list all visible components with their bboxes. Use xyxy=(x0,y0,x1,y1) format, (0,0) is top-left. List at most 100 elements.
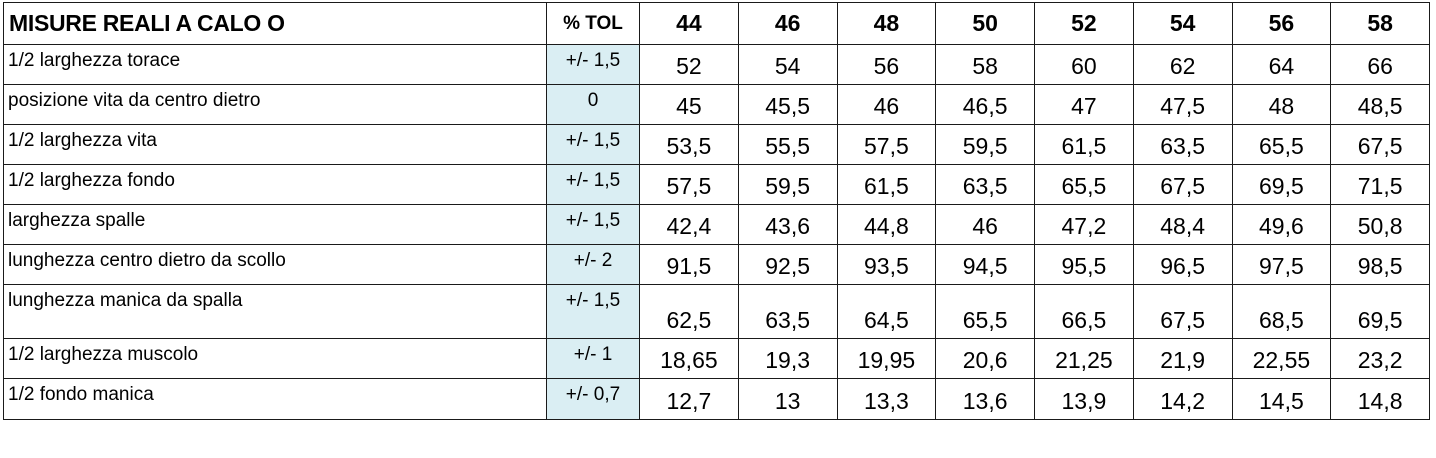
size-value-cell: 93,5 xyxy=(836,244,937,285)
size-value-cell: 58 xyxy=(935,44,1035,85)
size-value-cell: 65,5 xyxy=(1231,124,1332,165)
size-header: 56 xyxy=(1231,2,1332,45)
measurement-label: lunghezza manica da spalla xyxy=(3,284,547,339)
size-value-cell: 22,55 xyxy=(1231,338,1332,379)
tolerance-cell: +/- 1 xyxy=(546,338,640,379)
size-header: 52 xyxy=(1034,2,1134,45)
tolerance-cell: +/- 0,7 xyxy=(546,378,640,420)
measurement-label: 1/2 larghezza vita xyxy=(3,124,547,165)
size-value-cell: 64,5 xyxy=(836,284,937,339)
size-value-cell: 67,5 xyxy=(1132,164,1233,205)
size-header: 44 xyxy=(639,2,739,45)
measurement-label: lunghezza centro dietro da scollo xyxy=(3,244,547,285)
size-value-cell: 66 xyxy=(1330,44,1430,85)
tolerance-cell: 0 xyxy=(546,84,640,125)
size-header: 58 xyxy=(1330,2,1430,45)
size-value-cell: 68,5 xyxy=(1231,284,1332,339)
size-value-cell: 59,5 xyxy=(935,124,1035,165)
size-value-cell: 67,5 xyxy=(1132,284,1233,339)
tolerance-cell: +/- 2 xyxy=(546,244,640,285)
size-value-cell: 13,6 xyxy=(935,378,1035,420)
table-row: 1/2 fondo manica +/- 0,7 12,7 13 13,3 13,6 13,… xyxy=(3,378,1430,420)
size-value-cell: 61,5 xyxy=(1034,124,1134,165)
size-value-cell: 53,5 xyxy=(639,124,739,165)
size-header: 54 xyxy=(1132,2,1233,45)
size-value-cell: 59,5 xyxy=(737,164,838,205)
size-value-cell: 44,8 xyxy=(836,204,937,245)
size-value-cell: 47,5 xyxy=(1132,84,1233,125)
table-row: 1/2 larghezza muscolo +/- 1 18,65 19,3 19,95… xyxy=(3,338,1430,379)
size-value-cell: 97,5 xyxy=(1231,244,1332,285)
tolerance-cell: +/- 1,5 xyxy=(546,204,640,245)
size-value-cell: 14,5 xyxy=(1231,378,1332,420)
measurement-label: 1/2 larghezza fondo xyxy=(3,164,547,205)
size-value-cell: 91,5 xyxy=(639,244,739,285)
size-value-cell: 66,5 xyxy=(1034,284,1134,339)
size-value-cell: 46 xyxy=(836,84,937,125)
table-row: 1/2 larghezza torace +/- 1,5 52 54 56 58 60 62 6… xyxy=(3,44,1430,85)
size-value-cell: 60 xyxy=(1034,44,1134,85)
size-value-cell: 54 xyxy=(737,44,838,85)
tolerance-cell: +/- 1,5 xyxy=(546,44,640,85)
size-value-cell: 21,9 xyxy=(1132,338,1233,379)
size-header: 46 xyxy=(737,2,838,45)
table-title: MISURE REALI A CALO O xyxy=(3,2,547,45)
size-value-cell: 96,5 xyxy=(1132,244,1233,285)
measurement-label: 1/2 larghezza muscolo xyxy=(3,338,547,379)
table-header-row: MISURE REALI A CALO O % TOL 44 46 48 50 … xyxy=(3,2,1430,45)
size-value-cell: 57,5 xyxy=(836,124,937,165)
size-value-cell: 43,6 xyxy=(737,204,838,245)
size-header: 50 xyxy=(935,2,1035,45)
table-row: larghezza spalle +/- 1,5 42,4 43,6 44,8 46 47,… xyxy=(3,204,1430,245)
size-value-cell: 69,5 xyxy=(1231,164,1332,205)
table-row: 1/2 larghezza fondo +/- 1,5 57,5 59,5 61,5 63… xyxy=(3,164,1430,205)
size-value-cell: 49,6 xyxy=(1231,204,1332,245)
size-value-cell: 13 xyxy=(737,378,838,420)
size-value-cell: 45,5 xyxy=(737,84,838,125)
table-row: 1/2 larghezza vita +/- 1,5 53,5 55,5 57,5 59,… xyxy=(3,124,1430,165)
size-value-cell: 63,5 xyxy=(737,284,838,339)
measurement-label: 1/2 fondo manica xyxy=(3,378,547,420)
size-value-cell: 47,2 xyxy=(1034,204,1134,245)
tolerance-cell: +/- 1,5 xyxy=(546,164,640,205)
measurement-label: posizione vita da centro dietro xyxy=(3,84,547,125)
size-value-cell: 92,5 xyxy=(737,244,838,285)
size-value-cell: 55,5 xyxy=(737,124,838,165)
size-value-cell: 57,5 xyxy=(639,164,739,205)
size-value-cell: 95,5 xyxy=(1034,244,1134,285)
size-value-cell: 14,2 xyxy=(1132,378,1233,420)
size-value-cell: 20,6 xyxy=(935,338,1035,379)
table-row: posizione vita da centro dietro 0 45 45,5 46… xyxy=(3,84,1430,125)
size-value-cell: 46 xyxy=(935,204,1035,245)
size-value-cell: 98,5 xyxy=(1330,244,1430,285)
size-header: 48 xyxy=(836,2,937,45)
size-value-cell: 48 xyxy=(1231,84,1332,125)
tolerance-cell: +/- 1,5 xyxy=(546,284,640,339)
size-value-cell: 64 xyxy=(1231,44,1332,85)
size-value-cell: 94,5 xyxy=(935,244,1035,285)
size-value-cell: 19,3 xyxy=(737,338,838,379)
size-value-cell: 48,4 xyxy=(1132,204,1233,245)
size-value-cell: 42,4 xyxy=(639,204,739,245)
tolerance-cell: +/- 1,5 xyxy=(546,124,640,165)
size-value-cell: 12,7 xyxy=(639,378,739,420)
size-value-cell: 63,5 xyxy=(1132,124,1233,165)
size-value-cell: 62,5 xyxy=(639,284,739,339)
size-value-cell: 50,8 xyxy=(1330,204,1430,245)
size-value-cell: 18,65 xyxy=(639,338,739,379)
size-value-cell: 62 xyxy=(1132,44,1233,85)
measurement-label: larghezza spalle xyxy=(3,204,547,245)
size-value-cell: 63,5 xyxy=(935,164,1035,205)
size-value-cell: 65,5 xyxy=(935,284,1035,339)
size-value-cell: 61,5 xyxy=(836,164,937,205)
table-body: 1/2 larghezza torace +/- 1,5 52 54 56 58 60 62 6… xyxy=(3,44,1430,420)
size-value-cell: 71,5 xyxy=(1330,164,1430,205)
size-value-cell: 56 xyxy=(836,44,937,85)
size-value-cell: 67,5 xyxy=(1330,124,1430,165)
table-row: lunghezza centro dietro da scollo +/- 2 91… xyxy=(3,244,1430,285)
size-value-cell: 47 xyxy=(1034,84,1134,125)
size-measurement-table: MISURE REALI A CALO O % TOL 44 46 48 50 … xyxy=(3,2,1430,420)
size-value-cell: 46,5 xyxy=(935,84,1035,125)
size-value-cell: 19,95 xyxy=(836,338,937,379)
size-value-cell: 13,3 xyxy=(836,378,937,420)
